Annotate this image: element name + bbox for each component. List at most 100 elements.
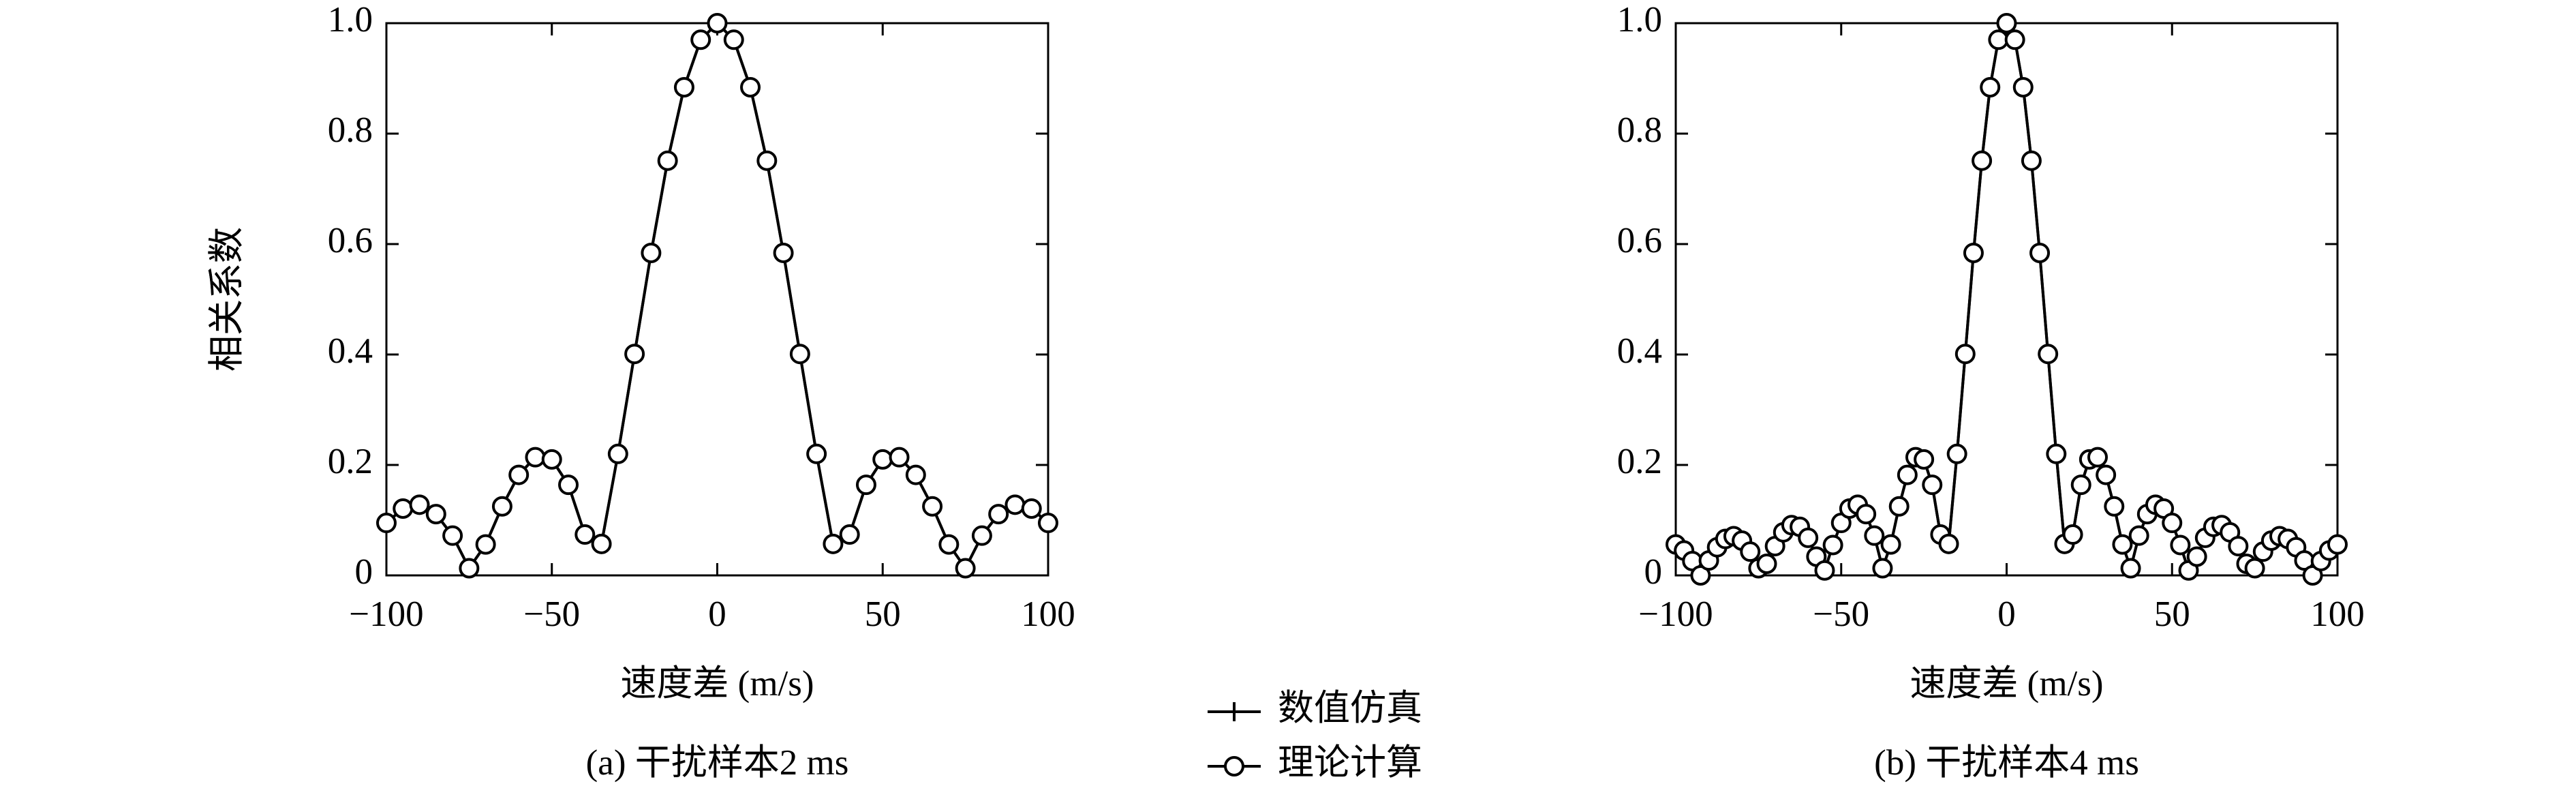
series-line: [1674, 20, 2339, 579]
x-tick-label: 50: [2154, 594, 2190, 634]
marker-circle: [1798, 527, 1819, 548]
marker-circle: [2112, 534, 2133, 555]
marker-circle: [988, 504, 1009, 525]
caption: (a) 干扰样本2 ms: [586, 743, 849, 783]
marker-circle: [2012, 76, 2034, 97]
marker-circle: [2062, 524, 2083, 545]
marker-circle: [938, 534, 960, 555]
marker-circle: [756, 150, 778, 171]
x-axis-label: 速度差 (m/s): [620, 664, 814, 704]
y-axis-label: 相关系数: [207, 227, 247, 372]
marker-circle: [1897, 464, 1918, 485]
marker-circle: [1872, 558, 1893, 579]
marker-circle: [641, 242, 662, 263]
marker-circle: [541, 449, 562, 470]
marker-circle: [1963, 242, 1984, 263]
marker-circle: [1856, 504, 1877, 525]
marker-circle: [1740, 541, 1761, 562]
marker-circle: [955, 558, 976, 579]
marker-circle: [2029, 242, 2051, 263]
marker-circle: [2120, 558, 2141, 579]
marker-circle: [2244, 558, 2265, 579]
marker-circle: [2170, 534, 2191, 556]
y-tick-label: 0.4: [1617, 331, 1662, 371]
x-tick-label: 100: [2310, 594, 2365, 634]
marker-circle: [2162, 513, 2183, 534]
y-tick-label: 0.2: [1617, 442, 1662, 481]
y-axis-label: 相关系数: [207, 227, 247, 372]
x-tick-label: −100: [1638, 594, 1713, 634]
marker-circle: [2186, 546, 2207, 567]
y-tick-label: 0: [1644, 552, 1663, 592]
marker-circle: [1954, 344, 1976, 365]
marker-circle: [922, 496, 943, 517]
marker-circle: [2087, 447, 2109, 468]
marker-circle: [1038, 513, 1058, 534]
plot-frame: [385, 22, 1049, 577]
y-tick-label: 0.6: [1617, 221, 1662, 260]
marker-circle: [1914, 449, 1935, 470]
marker-circle: [475, 534, 496, 555]
marker-circle: [1756, 553, 1777, 574]
x-tick-label: −50: [1813, 594, 1869, 634]
marker-circle: [409, 494, 430, 515]
marker-circle: [624, 344, 645, 365]
legend-label: 理论计算: [1278, 743, 1422, 783]
series-line: [385, 21, 1049, 571]
marker-circle: [607, 443, 628, 464]
marker-circle: [889, 447, 910, 468]
marker-circle: [1938, 533, 1959, 554]
marker-circle: [1946, 443, 1967, 464]
marker-circle: [1996, 13, 2017, 33]
x-axis-label: 速度差 (m/s): [1910, 664, 2103, 704]
marker-circle: [971, 525, 992, 546]
marker-circle: [707, 13, 728, 33]
marker-circle: [376, 513, 397, 534]
x-tick-label: −50: [523, 594, 580, 634]
marker-circle: [657, 150, 678, 171]
marker-circle: [2104, 496, 2125, 517]
marker-circle: [574, 524, 596, 545]
marker-circle: [789, 344, 810, 365]
marker-circle: [2021, 150, 2042, 171]
marker-circle: [673, 76, 694, 97]
marker-circle: [1922, 474, 1943, 496]
y-tick-label: 0: [355, 552, 373, 592]
y-tick-label: 0.4: [328, 331, 373, 371]
marker-circle: [591, 533, 612, 554]
marker-circle: [823, 533, 844, 554]
marker-circle: [2004, 29, 2025, 50]
marker-circle: [459, 558, 480, 579]
marker-circle: [740, 76, 761, 97]
marker-circle: [393, 498, 414, 519]
y-tick-label: 0.6: [328, 221, 373, 260]
marker-circle: [2038, 344, 2059, 365]
x-tick-label: 50: [865, 594, 901, 634]
marker-circle: [442, 525, 463, 546]
marker-circle: [839, 524, 860, 545]
marker-circle: [558, 474, 579, 496]
marker-circle: [1880, 534, 1901, 555]
marker-circle: [425, 504, 446, 525]
x-tick-label: 0: [1997, 594, 2016, 634]
marker-circle: [1814, 560, 1835, 581]
caption: (b) 干扰样本4 ms: [1874, 743, 2139, 783]
y-tick-label: 0.8: [1617, 110, 1662, 150]
marker-circle: [2327, 534, 2348, 555]
plot-frame: [1674, 22, 2339, 577]
marker-circle: [1822, 534, 1843, 556]
y-tick-label: 1.0: [1617, 0, 1662, 40]
marker-circle: [806, 443, 827, 464]
marker-circle: [1980, 76, 2001, 97]
marker-circle: [1690, 565, 1711, 586]
marker-circle: [1005, 494, 1026, 515]
y-tick-label: 1.0: [328, 0, 373, 40]
marker-circle: [508, 464, 530, 485]
marker-circle: [2228, 536, 2249, 557]
legend-label: 数值仿真: [1278, 689, 1422, 728]
y-tick-label: 0.8: [328, 110, 373, 150]
marker-circle: [1021, 498, 1042, 519]
marker-circle: [1972, 150, 1993, 171]
series-line: [1674, 20, 2339, 579]
